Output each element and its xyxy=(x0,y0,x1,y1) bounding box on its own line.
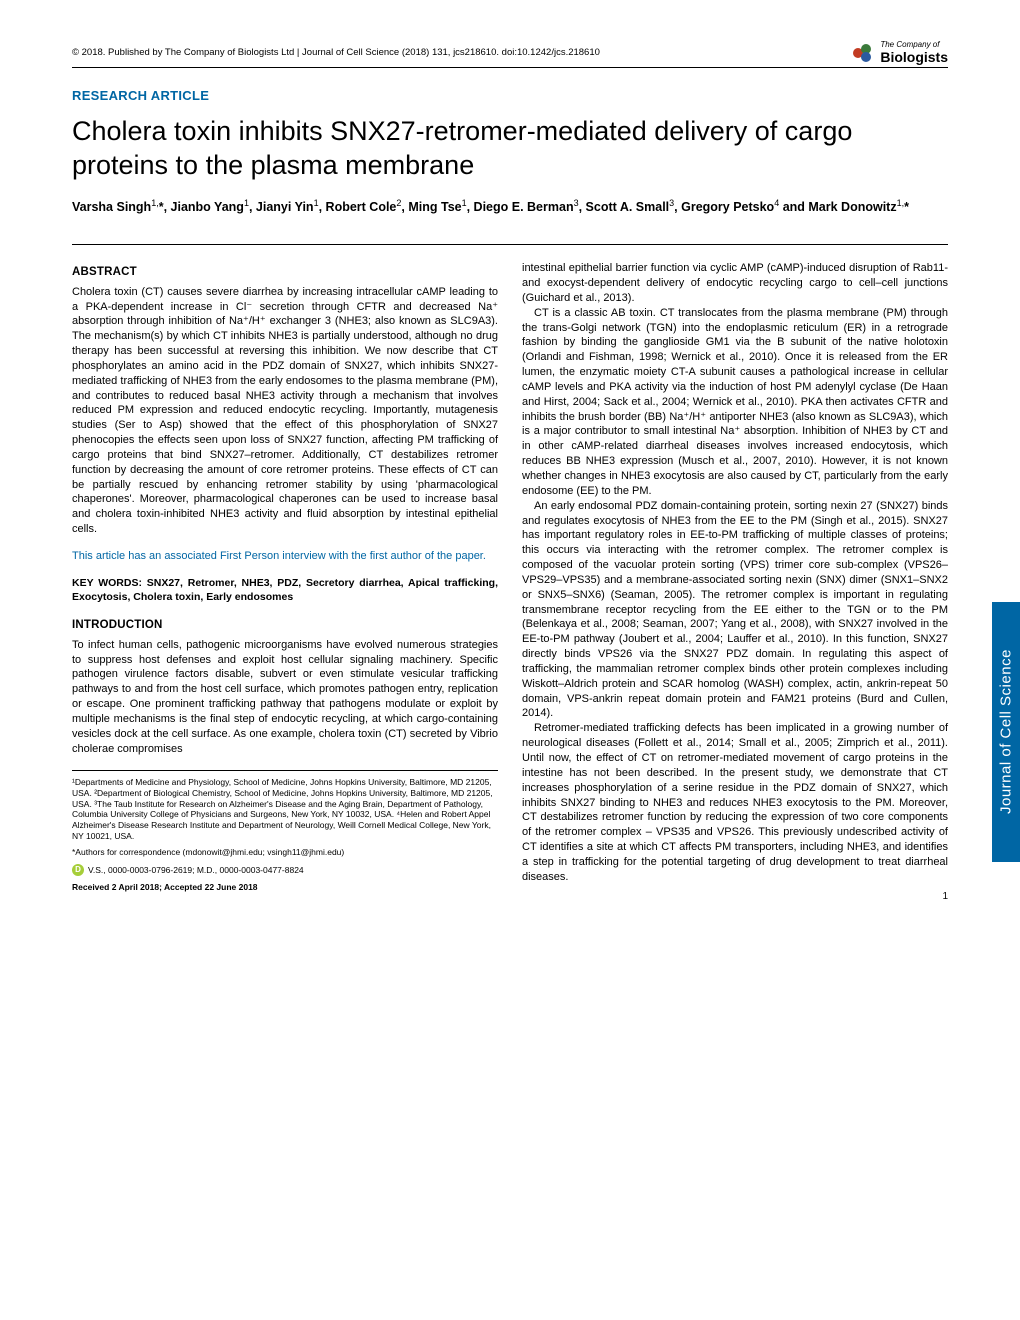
intro-p2: CT is a classic AB toxin. CT translocate… xyxy=(522,306,948,499)
intro-body: To infect human cells, pathogenic microo… xyxy=(72,638,498,757)
header-bar: © 2018. Published by The Company of Biol… xyxy=(72,40,948,68)
intro-body-col2: intestinal epithelial barrier function v… xyxy=(522,261,948,884)
received-accepted: Received 2 April 2018; Accepted 22 June … xyxy=(72,882,498,893)
corresponding-authors: *Authors for correspondence (mdonowit@jh… xyxy=(72,847,498,858)
publisher-logo: The Company of Biologists xyxy=(852,40,948,65)
abstract-heading: ABSTRACT xyxy=(72,265,498,281)
journal-side-tab: Journal of Cell Science xyxy=(992,602,1020,862)
intro-p3: An early endosomal PDZ domain-containing… xyxy=(522,499,948,722)
affiliations: ¹Departments of Medicine and Physiology,… xyxy=(72,777,498,841)
intro-p1b: intestinal epithelial barrier function v… xyxy=(522,261,948,306)
first-person-note: This article has an associated First Per… xyxy=(72,549,498,564)
orcid-ids: V.S., 0000-0003-0796-2619; M.D., 0000-00… xyxy=(88,865,304,876)
author-list: Varsha Singh1,*, Jianbo Yang1, Jianyi Yi… xyxy=(72,197,948,217)
article-title: Cholera toxin inhibits SNX27-retromer-me… xyxy=(72,115,948,183)
orcid-line: D V.S., 0000-0003-0796-2619; M.D., 0000-… xyxy=(72,864,498,876)
title-rule xyxy=(72,244,948,245)
keywords: KEY WORDS: SNX27, Retromer, NHE3, PDZ, S… xyxy=(72,576,498,604)
logo-icon xyxy=(852,41,876,65)
copyright-text: © 2018. Published by The Company of Biol… xyxy=(72,47,600,58)
intro-p4: Retromer-mediated trafficking defects ha… xyxy=(522,721,948,884)
abstract-body: Cholera toxin (CT) causes severe diarrhe… xyxy=(72,285,498,537)
affiliations-block: ¹Departments of Medicine and Physiology,… xyxy=(72,770,498,892)
intro-p1: To infect human cells, pathogenic microo… xyxy=(72,638,498,757)
orcid-icon: D xyxy=(72,864,84,876)
publisher-name: The Company of Biologists xyxy=(880,40,948,65)
intro-heading: INTRODUCTION xyxy=(72,618,498,634)
article-type: RESEARCH ARTICLE xyxy=(72,88,948,103)
page-number: 1 xyxy=(942,891,948,902)
body-columns: ABSTRACT Cholera toxin (CT) causes sever… xyxy=(72,261,948,898)
